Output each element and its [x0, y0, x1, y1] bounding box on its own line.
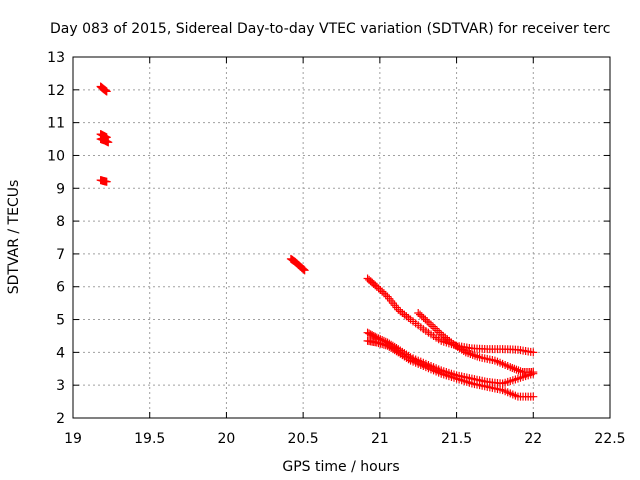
data-point [372, 282, 381, 291]
x-tick-label: 22.5 [594, 431, 625, 447]
data-point [396, 307, 405, 316]
y-tick-label: 9 [56, 181, 65, 197]
data-point [459, 346, 468, 355]
y-tick-label: 5 [56, 313, 65, 329]
data-points [96, 82, 538, 401]
data-point [441, 333, 450, 342]
data-point [451, 341, 460, 350]
data-point [435, 328, 444, 337]
x-tick-label: 19.5 [134, 431, 165, 447]
data-point [417, 312, 426, 321]
data-point [398, 308, 407, 317]
y-tick-label: 11 [47, 116, 65, 132]
chart-title: Day 083 of 2015, Sidereal Day-to-day VTE… [50, 21, 610, 37]
data-point [512, 365, 521, 374]
data-point [445, 336, 454, 345]
x-tick-label: 21.5 [441, 431, 472, 447]
data-point [398, 351, 407, 360]
y-axis-label: SDTVAR / TECUs [6, 180, 22, 295]
data-point [396, 349, 405, 358]
data-point [447, 338, 456, 347]
data-point [423, 317, 432, 326]
data-point [376, 286, 385, 295]
data-point [421, 315, 430, 324]
y-tick-label: 7 [56, 247, 65, 263]
data-point [402, 353, 411, 362]
series-track-2 [96, 130, 113, 147]
data-point [508, 363, 517, 372]
data-point [374, 284, 383, 293]
series-track-6 [414, 308, 538, 377]
data-point [433, 326, 442, 335]
data-point [299, 265, 308, 274]
y-tick-label: 2 [56, 411, 65, 427]
data-point [381, 290, 390, 299]
grid-lines [73, 57, 610, 418]
x-tick-label: 22 [524, 431, 542, 447]
data-point [453, 342, 462, 351]
data-point [414, 308, 423, 317]
data-point [379, 289, 388, 298]
data-point [529, 348, 538, 357]
data-point [510, 364, 519, 373]
x-tick-label: 19 [64, 431, 82, 447]
data-point [429, 322, 438, 331]
data-point [449, 340, 458, 349]
data-point [443, 335, 452, 344]
series-track-3 [96, 176, 111, 186]
data-point [299, 265, 308, 274]
y-tick-label: 3 [56, 378, 65, 394]
plot-frame [72, 56, 611, 419]
data-point [455, 344, 464, 353]
data-point [529, 369, 538, 378]
y-tick-label: 10 [47, 148, 65, 164]
x-tick-label: 20 [218, 431, 236, 447]
data-point [506, 363, 515, 372]
x-axis-label: GPS time / hours [282, 459, 399, 475]
y-tick-label: 4 [56, 345, 65, 361]
y-tick-label: 13 [47, 50, 65, 66]
y-axis-ticks: 2 3 4 5 6 7 8 9 10 11 12 13 [47, 50, 610, 427]
series-track-4 [286, 254, 309, 275]
data-point [529, 392, 538, 401]
data-point [404, 355, 413, 364]
x-tick-label: 21 [371, 431, 389, 447]
x-axis-ticks: 19 19.5 20 20.5 21 21.5 22 22.5 [64, 57, 626, 447]
data-point [416, 310, 425, 319]
data-point [457, 345, 466, 354]
data-point [402, 312, 411, 321]
data-point [404, 313, 413, 322]
data-point [300, 266, 309, 275]
data-point [394, 348, 403, 357]
data-point [400, 352, 409, 361]
y-tick-label: 12 [47, 83, 65, 99]
data-point [102, 87, 111, 96]
data-point [424, 318, 433, 327]
data-point [400, 310, 409, 319]
x-tick-label: 20.5 [288, 431, 319, 447]
data-point [419, 313, 428, 322]
data-point [378, 287, 387, 296]
y-tick-label: 8 [56, 214, 65, 230]
data-point [439, 331, 448, 340]
data-point [514, 366, 523, 375]
series-track-8 [363, 336, 538, 401]
data-point [102, 177, 111, 186]
data-point [104, 138, 113, 147]
y-tick-label: 6 [56, 280, 65, 296]
data-point [394, 305, 403, 314]
data-point [431, 324, 440, 333]
data-point [437, 330, 446, 339]
series-track-1 [96, 82, 111, 96]
data-point [427, 320, 435, 329]
